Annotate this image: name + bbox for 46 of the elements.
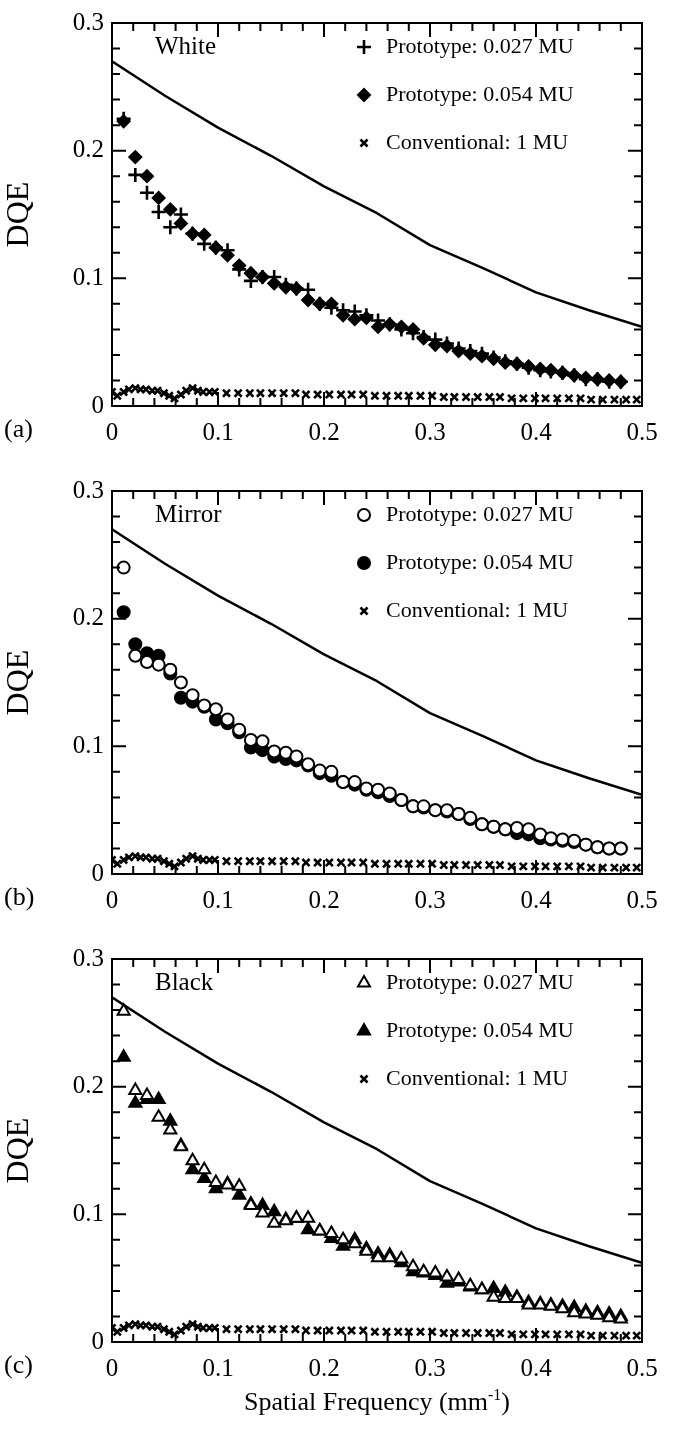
legend-label: Prototype: 0.054 MU xyxy=(386,548,574,574)
y-axis-title: DQE xyxy=(0,649,35,716)
x-tick-label: 0.3 xyxy=(414,885,446,913)
text: (c) xyxy=(4,1349,33,1379)
y-axis-title: DQE xyxy=(0,181,35,248)
y-tick-label: 0.3 xyxy=(72,943,104,971)
legend-label: Prototype: 0.054 MU xyxy=(386,80,574,106)
y-tick-label: 0.2 xyxy=(72,1071,104,1099)
y-tick-label: 0.2 xyxy=(72,603,104,631)
x-tick-label: 0.4 xyxy=(520,417,553,445)
legend-label: Prototype: 0.027 MU xyxy=(386,500,574,526)
legend-label: Prototype: 0.027 MU xyxy=(386,32,574,58)
x-tick-label: 0.4 xyxy=(520,1353,553,1381)
y-tick-label: 0.3 xyxy=(72,7,104,35)
y-tick-label: 0 xyxy=(91,390,104,418)
text: (a) xyxy=(4,413,33,443)
x-tick-label: 0.1 xyxy=(202,1353,234,1381)
x-tick-label: 0.3 xyxy=(414,417,446,445)
chart-title: Black xyxy=(155,967,214,995)
chart-title: Mirror xyxy=(155,499,223,527)
y-tick-label: 0.2 xyxy=(72,135,104,163)
y-axis-title: DQE xyxy=(0,1117,35,1184)
y-tick-label: 0.1 xyxy=(72,262,104,290)
x-tick-label: 0.5 xyxy=(626,885,658,913)
x-tick-label: 0.1 xyxy=(202,885,234,913)
legend-label: Prototype: 0.054 MU xyxy=(386,1016,574,1042)
x-tick-label: 0.1 xyxy=(202,417,234,445)
x-tick-label: 0.2 xyxy=(308,1353,340,1381)
legend-label: Conventional: 1 MU xyxy=(386,596,569,622)
y-tick-label: 0 xyxy=(91,1326,104,1354)
y-tick-label: 0.1 xyxy=(72,1198,104,1226)
legend-label: Conventional: 1 MU xyxy=(386,1064,569,1090)
x-tick-label: 0.5 xyxy=(626,1353,658,1381)
x-tick-label: 0.4 xyxy=(520,885,553,913)
y-tick-label: 0.1 xyxy=(72,730,104,758)
chart-title: White xyxy=(155,31,217,59)
text: (b) xyxy=(4,881,35,911)
y-tick-label: 0 xyxy=(91,858,104,886)
legend-label: Conventional: 1 MU xyxy=(386,128,569,154)
x-axis-title: Spatial Frequency (mm$^{-1}$) xyxy=(242,1386,512,1417)
x-tick-label: 0.2 xyxy=(308,417,340,445)
x-tick-label: 0.3 xyxy=(414,1353,446,1381)
y-tick-label: 0.3 xyxy=(72,475,104,503)
x-tick-label: 0.5 xyxy=(626,417,658,445)
legend-label: Prototype: 0.027 MU xyxy=(386,968,574,994)
x-tick-label: 0.2 xyxy=(308,885,340,913)
